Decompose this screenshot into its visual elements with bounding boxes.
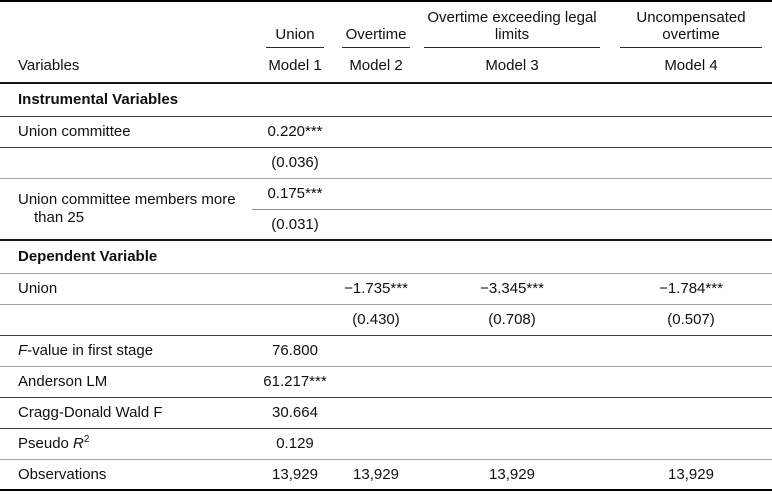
cell-m1 — [252, 273, 338, 305]
cell-m4 — [610, 366, 772, 398]
row-label-rest: -value in first stage — [27, 342, 154, 359]
cell-m1 — [252, 304, 338, 336]
row-label-line2: than 25 — [34, 208, 85, 226]
section-title: Instrumental Variables — [0, 83, 772, 117]
row-label: Union committee members more than 25 — [0, 178, 252, 241]
group-label: Overtime — [345, 26, 407, 43]
cell-m3: (0.708) — [414, 304, 610, 336]
row-label-italic: R — [73, 435, 84, 452]
row-union-committee-coef: Union committee 0.220*** — [0, 116, 772, 148]
row-union-committee-25-se: (0.031) — [0, 209, 772, 241]
cell-m2 — [338, 178, 414, 210]
model1-header: Model 1 — [252, 48, 338, 84]
section-dependent-variable: Dependent Variable — [0, 240, 772, 274]
row-label-italic: F — [18, 342, 28, 359]
column-group-header-row: Union Overtime Overtime exceeding legal … — [0, 1, 772, 48]
cell-m2 — [338, 397, 414, 429]
row-observations: Observations 13,929 13,929 13,929 13,929 — [0, 459, 772, 490]
cell-m2 — [338, 335, 414, 367]
cell-m2 — [338, 209, 414, 241]
cell-m2: 13,929 — [353, 465, 399, 483]
cell-m1: 61.217*** — [252, 366, 338, 398]
cell-m4 — [610, 116, 772, 148]
row-label: Cragg-Donald Wald F — [0, 397, 252, 429]
cell-m3 — [414, 397, 610, 429]
cell-m4: 13,929 — [668, 465, 714, 483]
cell-m2 — [338, 147, 414, 179]
group-label: Overtime exceeding legal limits — [427, 9, 597, 43]
cell-m4 — [610, 147, 772, 179]
row-label: Observations — [18, 465, 107, 483]
row-anderson-lm: Anderson LM 61.217*** — [0, 366, 772, 398]
row-label: Union committee — [0, 116, 252, 148]
row-union-committee-25-coef: Union committee members more than 25 0.1… — [0, 178, 772, 241]
cell-m1: (0.031) — [252, 209, 338, 241]
cell-m2 — [338, 366, 414, 398]
cell-m1: (0.036) — [252, 147, 338, 179]
cell-m2 — [338, 116, 414, 148]
cell-m3 — [414, 335, 610, 367]
row-label: F-value in first stage — [0, 335, 252, 367]
group-underline-rule — [341, 47, 411, 48]
cell-m1: 30.664 — [252, 397, 338, 429]
cell-m1: 0.175*** — [252, 178, 338, 210]
model3-header: Model 3 — [414, 48, 610, 84]
group-underline-rule — [265, 47, 325, 48]
model2-header: Model 2 — [338, 48, 414, 84]
cell-m1: 76.800 — [252, 335, 338, 367]
cell-m3 — [414, 116, 610, 148]
cell-m3 — [414, 209, 610, 241]
empty-corner-cell — [0, 1, 252, 48]
cell-m1: 0.129 — [252, 428, 338, 460]
cell-m3 — [414, 366, 610, 398]
cell-m3: 13,929 — [489, 465, 535, 483]
group-underline-rule — [619, 47, 763, 48]
cell-m4 — [610, 178, 772, 210]
row-label-prefix: Pseudo — [18, 435, 74, 452]
cell-m3 — [414, 178, 610, 210]
cell-m4: −1.784*** — [610, 273, 772, 305]
group-header-overtime-exceeding: Overtime exceeding legal limits — [414, 1, 610, 48]
model-header-row: Variables Model 1 Model 2 Model 3 Model … — [0, 48, 772, 84]
row-f-value: F-value in first stage 76.800 — [0, 335, 772, 367]
cell-m4 — [610, 397, 772, 429]
cell-m4 — [610, 209, 772, 241]
row-label — [0, 304, 252, 336]
group-label: Union — [275, 26, 315, 43]
row-label: Pseudo R2 — [0, 428, 252, 460]
group-header-overtime: Overtime — [338, 1, 414, 48]
row-union-dependent-coef: Union −1.735*** −3.345*** −1.784*** — [0, 273, 772, 305]
cell-m3 — [414, 147, 610, 179]
row-cragg-donald: Cragg-Donald Wald F 30.664 — [0, 397, 772, 429]
section-instrumental-variables: Instrumental Variables — [0, 83, 772, 117]
cell-m4: (0.507) — [610, 304, 772, 336]
variables-header: Variables — [0, 48, 252, 84]
group-header-union: Union — [252, 1, 338, 48]
cell-m1: 0.220*** — [252, 116, 338, 148]
group-header-uncompensated: Uncompensated overtime — [610, 1, 772, 48]
row-label-line1: Union committee members more — [18, 190, 236, 208]
cell-m2: −1.735*** — [338, 273, 414, 305]
row-union-committee-se: (0.036) — [0, 147, 772, 179]
row-label: Anderson LM — [0, 366, 252, 398]
cell-m4 — [610, 335, 772, 367]
row-label — [0, 147, 252, 179]
cell-m2 — [338, 428, 414, 460]
row-union-dependent-se: (0.430) (0.708) (0.507) — [0, 304, 772, 336]
group-underline-rule — [423, 47, 601, 48]
cell-m1: 13,929 — [272, 465, 318, 483]
model4-header: Model 4 — [610, 48, 772, 84]
cell-m4 — [610, 428, 772, 460]
cell-m3 — [414, 428, 610, 460]
row-pseudo-r2: Pseudo R2 0.129 — [0, 428, 772, 460]
group-label: Uncompensated overtime — [636, 9, 746, 43]
cell-m2: (0.430) — [338, 304, 414, 336]
row-label-superscript: 2 — [83, 434, 90, 445]
row-label: Union — [0, 273, 252, 305]
section-title: Dependent Variable — [0, 240, 772, 274]
cell-m3: −3.345*** — [414, 273, 610, 305]
